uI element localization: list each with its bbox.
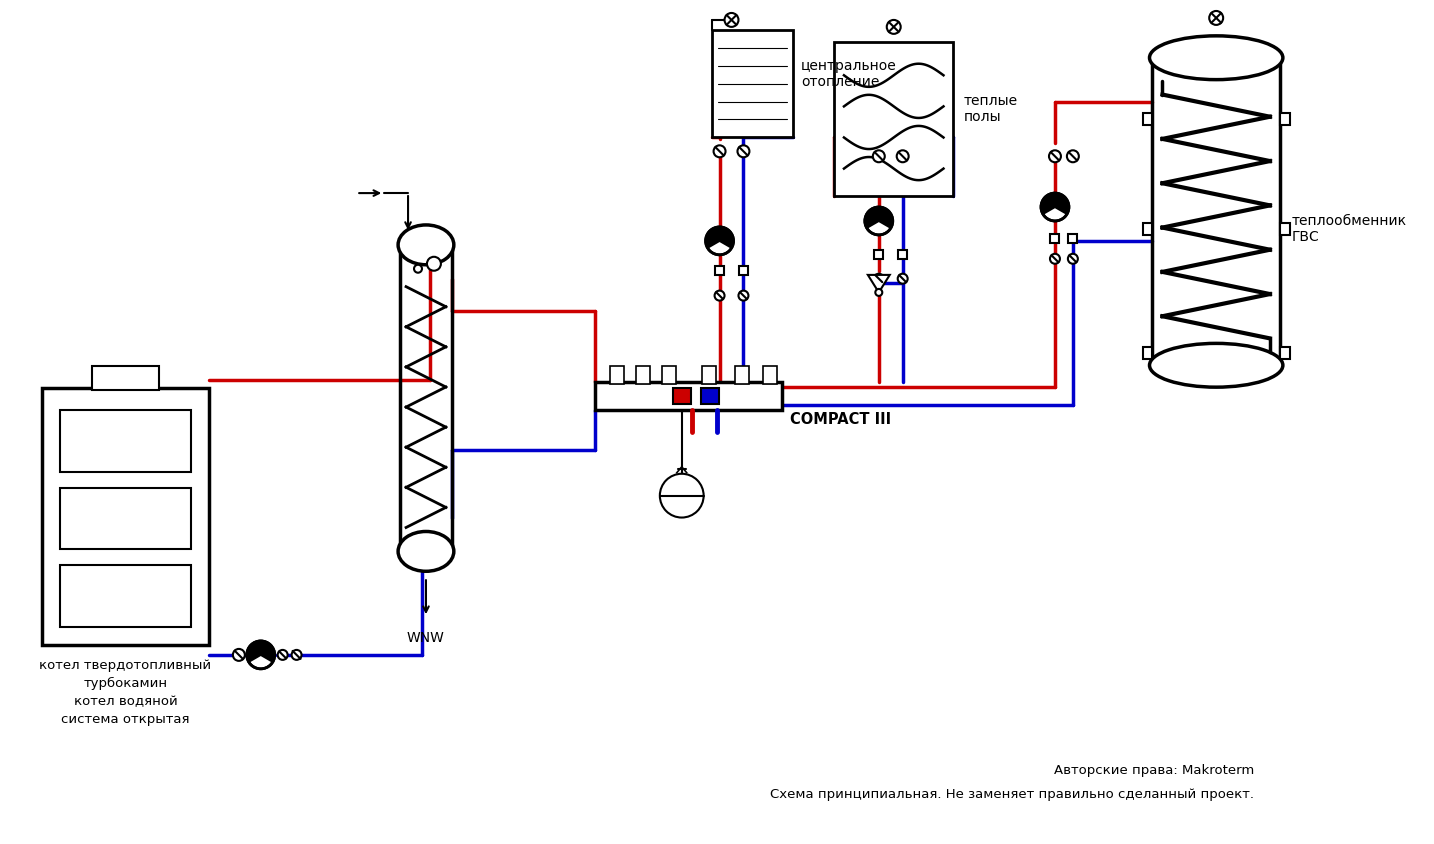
Ellipse shape (1150, 344, 1283, 387)
Circle shape (737, 145, 750, 157)
Bar (711, 30, 793, 138)
Bar (739, 266, 749, 275)
Bar (1143, 113, 1153, 126)
Circle shape (714, 290, 724, 300)
Circle shape (660, 473, 704, 517)
Bar (1051, 235, 1060, 243)
Wedge shape (707, 228, 733, 247)
Bar (60, 565, 191, 627)
Bar (1281, 113, 1289, 126)
Bar (1143, 223, 1153, 235)
Circle shape (898, 273, 908, 284)
Bar (635, 366, 650, 384)
Wedge shape (248, 642, 274, 662)
Bar (595, 382, 783, 410)
Circle shape (739, 290, 749, 300)
Bar (60, 410, 191, 472)
Text: котел твердотопливный
турбокамин
котел водяной
система открытая: котел твердотопливный турбокамин котел в… (39, 659, 211, 726)
Text: теплообменник
ГВС: теплообменник ГВС (1292, 214, 1407, 244)
Bar (835, 42, 954, 196)
Circle shape (873, 273, 883, 284)
Circle shape (1050, 254, 1060, 264)
Circle shape (875, 289, 882, 296)
Bar (701, 366, 716, 384)
Ellipse shape (399, 532, 453, 571)
Circle shape (896, 150, 909, 162)
Polygon shape (868, 275, 889, 292)
Bar (1068, 235, 1077, 243)
Circle shape (1209, 11, 1223, 24)
Wedge shape (866, 208, 892, 227)
Bar (673, 388, 691, 404)
Text: Авторские права: Makroterm: Авторские права: Makroterm (1054, 765, 1253, 777)
Text: теплые
полы: теплые полы (964, 94, 1018, 124)
Bar (1281, 348, 1289, 360)
Circle shape (1067, 150, 1078, 162)
Bar (1143, 348, 1153, 360)
Bar (736, 366, 750, 384)
Circle shape (247, 641, 275, 668)
Circle shape (278, 650, 288, 660)
Circle shape (1068, 254, 1078, 264)
Bar (663, 366, 675, 384)
Ellipse shape (1150, 35, 1283, 79)
Text: WNW: WNW (407, 631, 445, 645)
Circle shape (291, 650, 301, 660)
Circle shape (873, 150, 885, 162)
Bar (609, 366, 624, 384)
Bar (898, 251, 908, 259)
Circle shape (1041, 193, 1068, 221)
Bar (42, 388, 209, 645)
Circle shape (865, 207, 893, 235)
Circle shape (414, 265, 422, 273)
Circle shape (724, 13, 739, 27)
Circle shape (427, 257, 440, 271)
Circle shape (886, 20, 901, 34)
Bar (60, 488, 191, 549)
Text: COMPACT III: COMPACT III (790, 412, 892, 427)
Ellipse shape (399, 225, 453, 265)
Bar (763, 366, 777, 384)
Bar (875, 251, 883, 259)
Bar (716, 266, 724, 275)
Bar (701, 388, 718, 404)
Text: Схема принципиальная. Не заменяет правильно сделанный проект.: Схема принципиальная. Не заменяет правил… (770, 788, 1253, 801)
Circle shape (232, 649, 245, 661)
Circle shape (1050, 150, 1061, 162)
Circle shape (706, 227, 734, 255)
Bar (1281, 223, 1289, 235)
Bar (92, 366, 159, 390)
Circle shape (714, 145, 726, 157)
Text: центральное
отопление: центральное отопление (802, 58, 896, 89)
Wedge shape (1043, 194, 1068, 214)
